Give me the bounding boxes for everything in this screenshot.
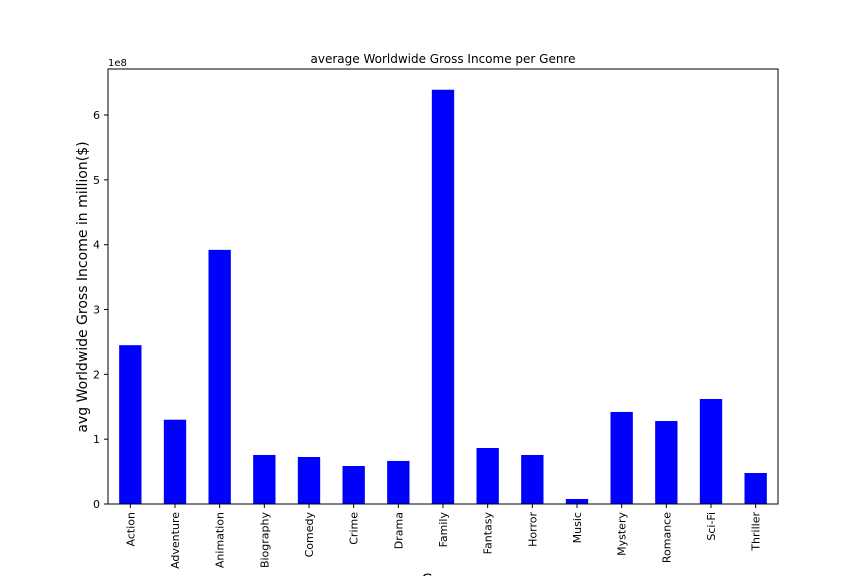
bar bbox=[253, 454, 276, 504]
y-tick-label: 5 bbox=[93, 174, 100, 187]
bar bbox=[163, 419, 187, 504]
x-tick-label: Thriller bbox=[750, 512, 763, 552]
bar bbox=[744, 473, 767, 504]
x-tick-label: Music bbox=[571, 512, 584, 543]
bar bbox=[476, 447, 499, 504]
plot-frame bbox=[107, 68, 779, 505]
bar bbox=[431, 89, 455, 505]
x-tick-label: Fantasy bbox=[482, 512, 495, 555]
x-tick-label: Romance bbox=[660, 512, 673, 563]
y-tick-label: 0 bbox=[93, 498, 100, 511]
y-offset-label: 1e8 bbox=[108, 58, 127, 69]
x-tick-label: Drama bbox=[392, 512, 405, 549]
bar bbox=[297, 456, 321, 504]
y-tick-label: 4 bbox=[93, 239, 100, 252]
chart-title: average Worldwide Gross Income per Genre bbox=[311, 52, 576, 66]
x-tick-label: Crime bbox=[348, 512, 361, 545]
x-tick-label: Action bbox=[124, 512, 137, 546]
bar bbox=[119, 345, 142, 504]
y-tick-label: 1 bbox=[93, 433, 100, 446]
y-axis-label: avg Worldwide Gross Income in million($) bbox=[75, 141, 91, 432]
x-tick-label: Family bbox=[437, 512, 450, 548]
bar bbox=[699, 398, 723, 504]
bar bbox=[387, 460, 410, 504]
x-tick-label: Adventure bbox=[169, 512, 182, 569]
x-axis-label: Genre bbox=[422, 572, 464, 576]
y-tick-label: 2 bbox=[93, 368, 100, 381]
x-tick-label: Comedy bbox=[303, 512, 316, 558]
x-tick-label: Sci-Fi bbox=[705, 512, 718, 541]
x-tick-label: Biography bbox=[258, 512, 271, 569]
x-tick-label: Horror bbox=[526, 512, 539, 547]
bar bbox=[610, 411, 633, 504]
bar bbox=[565, 499, 589, 504]
x-tick-label: Animation bbox=[214, 512, 227, 568]
x-tick-label: Mystery bbox=[616, 512, 629, 556]
bar bbox=[208, 249, 231, 504]
bar bbox=[521, 454, 544, 504]
bar bbox=[655, 421, 678, 504]
y-tick-label: 3 bbox=[93, 304, 100, 317]
bar bbox=[342, 466, 365, 504]
y-tick-label: 6 bbox=[93, 109, 100, 122]
